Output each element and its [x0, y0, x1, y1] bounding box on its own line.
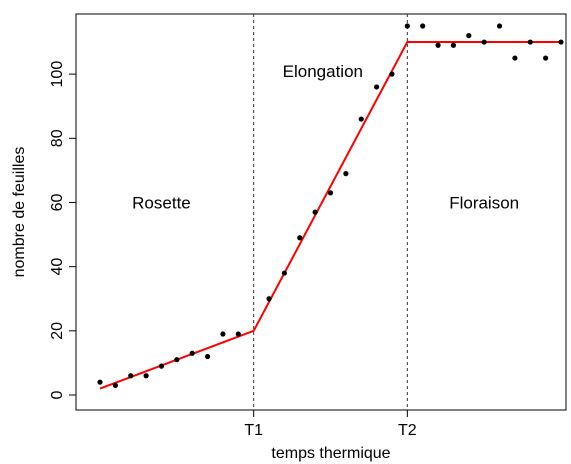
data-point-23 [466, 33, 472, 39]
y-axis: 0 20 40 60 80 100 [49, 61, 77, 399]
fit-line-layer [99, 41, 561, 390]
y-tick-label-100: 100 [49, 61, 66, 88]
data-point-12 [297, 235, 303, 241]
data-point-8 [220, 331, 226, 337]
data-point-17 [374, 84, 380, 90]
y-tick-label-0: 0 [49, 390, 66, 399]
fit-line [99, 41, 561, 390]
data-point-20 [420, 23, 426, 29]
data-point-24 [481, 39, 487, 45]
x-axis-title: temps thermique [271, 445, 390, 462]
data-point-4 [158, 363, 165, 369]
y-axis-title: nombre de feuilles [11, 147, 28, 278]
data-point-14 [327, 190, 334, 196]
data-point-1 [112, 382, 118, 388]
data-point-2 [128, 373, 134, 379]
data-point-19 [404, 23, 410, 29]
data-point-9 [235, 331, 241, 337]
data-point-11 [281, 270, 287, 276]
y-tick-label-40: 40 [49, 258, 66, 276]
data-point-29 [558, 39, 564, 45]
data-point-10 [266, 296, 272, 302]
data-point-15 [343, 171, 349, 177]
data-point-18 [389, 71, 395, 77]
data-points [97, 23, 564, 388]
phase-labels: Rosette Elongation Floraison [132, 62, 519, 213]
data-point-16 [358, 116, 364, 122]
y-tick-label-20: 20 [49, 322, 66, 340]
phase-label-floraison: Floraison [449, 193, 519, 212]
data-point-6 [189, 350, 195, 356]
phase-label-elongation: Elongation [283, 62, 363, 81]
breakpoint-lines [253, 14, 408, 410]
data-point-22 [450, 42, 457, 48]
data-point-27 [527, 39, 533, 45]
y-tick-label-80: 80 [49, 129, 66, 147]
data-point-26 [512, 55, 518, 61]
data-point-21 [435, 42, 441, 48]
data-point-28 [543, 55, 549, 61]
y-tick-label-60: 60 [49, 193, 66, 211]
phase-label-rosette: Rosette [132, 193, 191, 212]
x-tick-label-T1: T1 [244, 422, 263, 439]
data-point-3 [143, 373, 149, 379]
x-tick-label-T2: T2 [398, 422, 417, 439]
data-point-5 [174, 357, 180, 363]
data-point-0 [97, 379, 103, 385]
x-axis: T1 T2 [244, 410, 417, 439]
data-point-13 [312, 209, 318, 215]
data-point-7 [204, 353, 211, 360]
data-point-25 [496, 23, 503, 29]
